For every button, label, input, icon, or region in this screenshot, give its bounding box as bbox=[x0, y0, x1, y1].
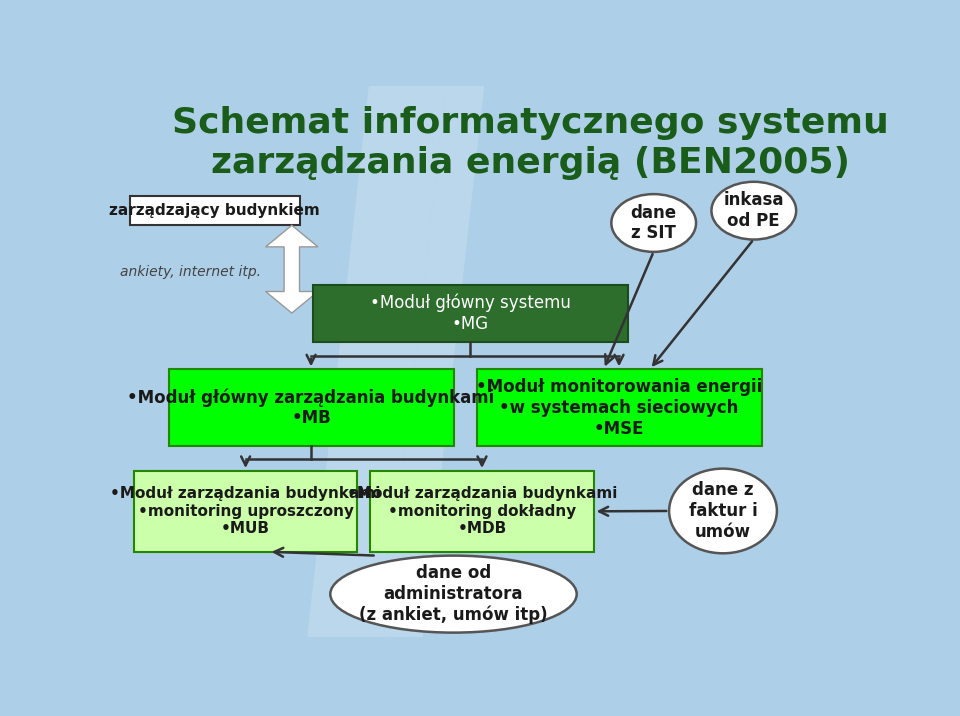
Text: dane
z SIT: dane z SIT bbox=[631, 203, 677, 243]
Polygon shape bbox=[266, 226, 318, 313]
Bar bbox=[134, 471, 357, 552]
Bar bbox=[169, 369, 453, 446]
Text: •Moduł główny systemu
•MG: •Moduł główny systemu •MG bbox=[370, 294, 571, 333]
Text: dane z
faktur i
umów: dane z faktur i umów bbox=[688, 481, 757, 541]
Text: zarządzania energią (BEN2005): zarządzania energią (BEN2005) bbox=[211, 146, 850, 180]
Ellipse shape bbox=[612, 194, 696, 252]
Text: zarządzający budynkiem: zarządzający budynkiem bbox=[109, 203, 321, 218]
Text: •Moduł zarządzania budynkami
•monitoring uproszczony
•MUB: •Moduł zarządzania budynkami •monitoring… bbox=[110, 486, 381, 536]
Ellipse shape bbox=[669, 468, 777, 553]
Polygon shape bbox=[307, 86, 445, 637]
Bar bbox=[476, 369, 761, 446]
Text: •Moduł główny zarządzania budynkami
•MB: •Moduł główny zarządzania budynkami •MB bbox=[128, 388, 494, 427]
Ellipse shape bbox=[330, 556, 577, 633]
Text: •Moduł monitorowania energii
•w systemach sieciowych
•MSE: •Moduł monitorowania energii •w systemac… bbox=[476, 378, 762, 437]
Polygon shape bbox=[384, 86, 484, 637]
Ellipse shape bbox=[711, 182, 796, 240]
Text: ankiety, internet itp.: ankiety, internet itp. bbox=[120, 265, 261, 279]
Text: Schemat informatycznego systemu: Schemat informatycznego systemu bbox=[172, 106, 889, 140]
Text: •Moduł zarządzania budynkami
•monitoring dokładny
•MDB: •Moduł zarządzania budynkami •monitoring… bbox=[347, 486, 617, 536]
Bar bbox=[371, 471, 593, 552]
Bar bbox=[131, 196, 300, 226]
Bar bbox=[313, 284, 628, 342]
Text: inkasa
od PE: inkasa od PE bbox=[724, 191, 784, 230]
Text: dane od
administratora
(z ankiet, umów itp): dane od administratora (z ankiet, umów i… bbox=[359, 564, 548, 624]
